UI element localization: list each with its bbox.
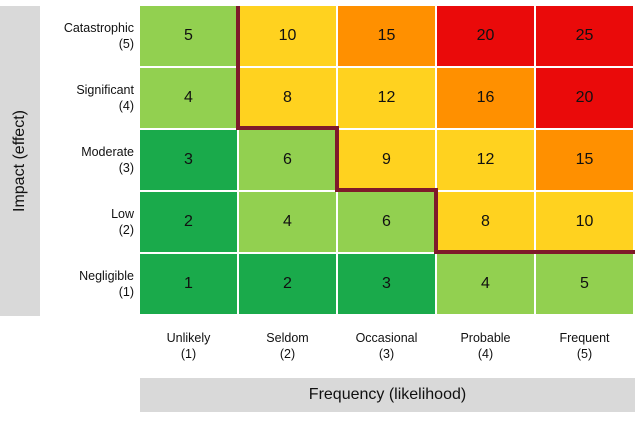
risk-cell: 20 [536, 68, 633, 128]
impact-label-score: (2) [118, 223, 134, 237]
x-axis-title: Frequency (likelihood) [308, 386, 467, 403]
risk-cell: 2 [239, 254, 336, 314]
impact-label-3: Moderate (3) [42, 144, 134, 176]
risk-cell: 12 [338, 68, 435, 128]
risk-cell: 5 [536, 254, 633, 314]
impact-label-name: Significant [76, 83, 134, 97]
risk-cell: 25 [536, 6, 633, 66]
impact-label-name: Catastrophic [63, 21, 134, 35]
frequency-label-name: Probable [460, 331, 511, 345]
frequency-label-score: (2) [279, 347, 296, 361]
risk-cell: 6 [239, 130, 336, 190]
risk-cell: 16 [437, 68, 534, 128]
risk-cell: 4 [437, 254, 534, 314]
risk-matrix-grid: 5 10 15 20 25 4 8 12 16 20 3 6 9 12 15 2 4 6 8 10 1 2 3 4 5 [140, 6, 635, 316]
risk-cell: 3 [140, 130, 237, 190]
impact-label-name: Moderate [81, 145, 134, 159]
risk-cell: 10 [536, 192, 633, 252]
frequency-label-2: Seldom (2) [239, 330, 336, 362]
impact-label-4: Significant (4) [42, 82, 134, 114]
frequency-label-score: (5) [576, 347, 593, 361]
impact-label-name: Low [111, 207, 134, 221]
risk-cell: 15 [536, 130, 633, 190]
risk-cell: 15 [338, 6, 435, 66]
impact-label-2: Low (2) [42, 206, 134, 238]
frequency-label-name: Occasional [355, 331, 418, 345]
risk-cell: 8 [437, 192, 534, 252]
risk-cell: 20 [437, 6, 534, 66]
impact-label-score: (5) [118, 37, 134, 51]
frequency-label-4: Probable (4) [437, 330, 534, 362]
risk-cell: 6 [338, 192, 435, 252]
frequency-label-name: Unlikely [166, 331, 211, 345]
frequency-label-score: (3) [378, 347, 395, 361]
impact-label-name: Negligible [79, 269, 134, 283]
risk-cell: 3 [338, 254, 435, 314]
risk-cell: 9 [338, 130, 435, 190]
impact-label-score: (3) [118, 161, 134, 175]
risk-cell: 2 [140, 192, 237, 252]
frequency-label-name: Frequent [559, 331, 610, 345]
risk-cell: 8 [239, 68, 336, 128]
frequency-label-3: Occasional (3) [338, 330, 435, 362]
risk-cell: 10 [239, 6, 336, 66]
risk-cell: 5 [140, 6, 237, 66]
impact-label-score: (1) [118, 285, 134, 299]
frequency-label-name: Seldom [266, 331, 309, 345]
y-axis-title: Impact (effect) [11, 110, 28, 212]
risk-cell: 4 [239, 192, 336, 252]
frequency-label-score: (1) [180, 347, 197, 361]
risk-cell: 1 [140, 254, 237, 314]
frequency-label-score: (4) [477, 347, 494, 361]
risk-cell: 12 [437, 130, 534, 190]
impact-label-5: Catastrophic (5) [42, 20, 134, 52]
frequency-label-5: Frequent (5) [536, 330, 633, 362]
x-axis-band: Frequency (likelihood) [140, 378, 635, 412]
impact-label-score: (4) [118, 99, 134, 113]
frequency-label-1: Unlikely (1) [140, 330, 237, 362]
risk-cell: 4 [140, 68, 237, 128]
impact-label-1: Negligible (1) [42, 268, 134, 300]
y-axis-band [0, 6, 40, 316]
